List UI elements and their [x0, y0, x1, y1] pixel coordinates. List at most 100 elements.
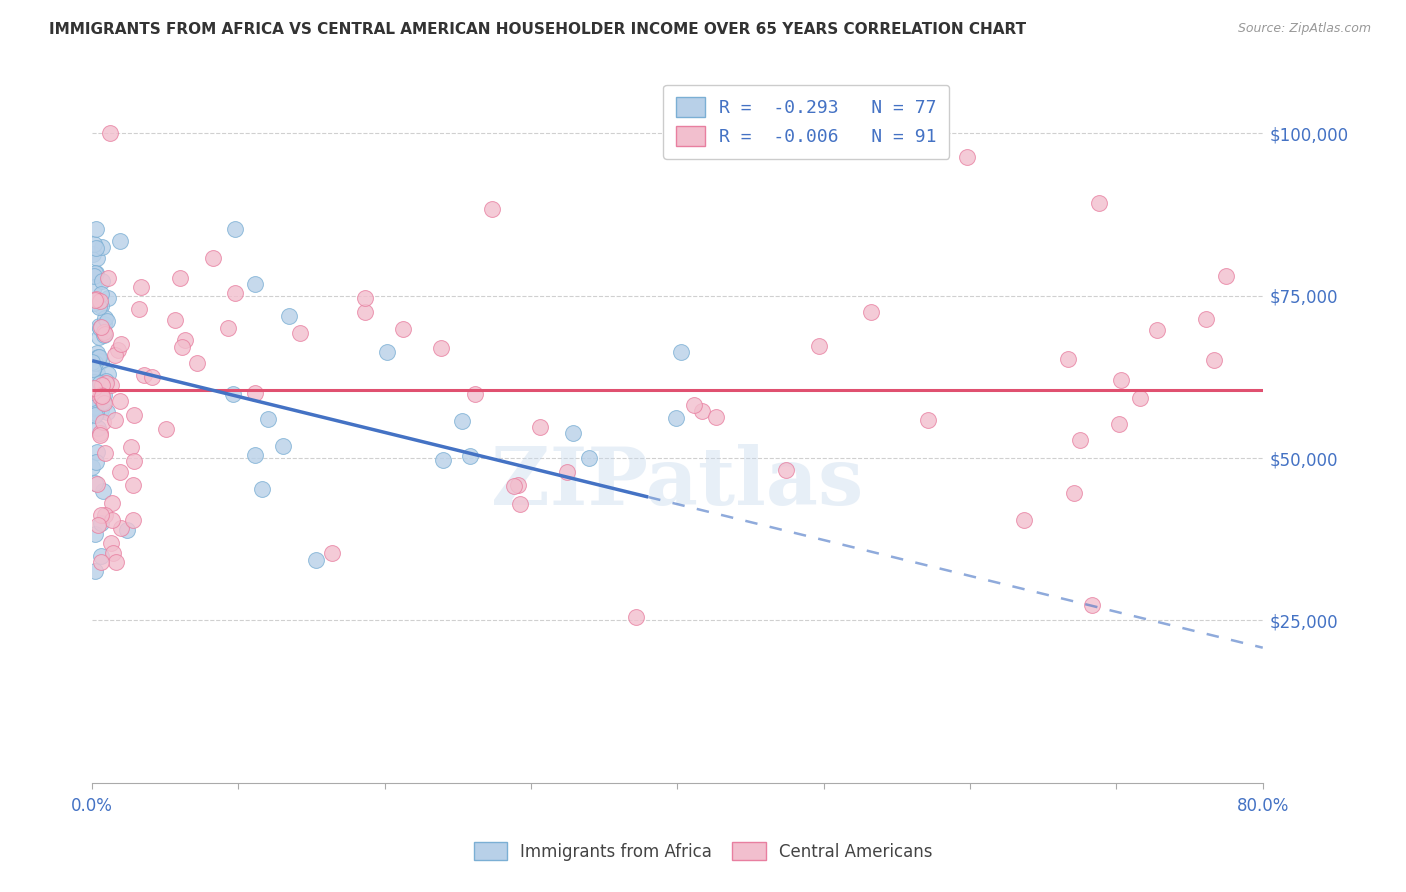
Legend: R =  -0.293   N = 77, R =  -0.006   N = 91: R = -0.293 N = 77, R = -0.006 N = 91 — [664, 85, 949, 159]
Point — [243, 386, 266, 401]
Point — [432, 452, 454, 467]
Point — [278, 309, 301, 323]
Point — [82, 401, 104, 415]
Point — [93, 327, 115, 342]
Point — [224, 285, 246, 300]
Point — [91, 415, 114, 429]
Point — [94, 374, 117, 388]
Point — [683, 398, 706, 412]
Point — [90, 389, 112, 403]
Point — [86, 251, 108, 265]
Point — [217, 320, 239, 334]
Point — [245, 277, 267, 291]
Point — [90, 555, 112, 569]
Point — [93, 328, 115, 343]
Point — [392, 321, 415, 335]
Point — [97, 291, 120, 305]
Point — [1056, 352, 1078, 367]
Point — [464, 386, 486, 401]
Point — [86, 222, 108, 236]
Point — [84, 401, 107, 415]
Point — [243, 448, 266, 462]
Point — [1063, 485, 1085, 500]
Point — [82, 355, 104, 369]
Point — [120, 440, 142, 454]
Point — [86, 476, 108, 491]
Point — [305, 552, 328, 566]
Point — [502, 479, 524, 493]
Point — [87, 301, 110, 315]
Point — [97, 368, 120, 382]
Point — [82, 366, 104, 380]
Point — [91, 378, 114, 392]
Point — [121, 478, 143, 492]
Text: Source: ZipAtlas.com: Source: ZipAtlas.com — [1237, 22, 1371, 36]
Point — [224, 221, 246, 235]
Point — [1069, 433, 1091, 447]
Point — [704, 409, 727, 424]
Point — [82, 362, 104, 376]
Point — [84, 564, 107, 578]
Point — [354, 291, 377, 305]
Point — [84, 266, 107, 280]
Point — [1109, 373, 1132, 387]
Point — [89, 428, 111, 442]
Point — [101, 546, 124, 560]
Point — [110, 336, 132, 351]
Point — [108, 234, 131, 248]
Point — [86, 445, 108, 459]
Point — [82, 247, 104, 261]
Point — [87, 350, 110, 364]
Point — [353, 305, 375, 319]
Point — [104, 348, 127, 362]
Point — [84, 292, 107, 306]
Point — [221, 387, 243, 401]
Point — [93, 317, 115, 331]
Point — [430, 341, 453, 355]
Point — [90, 516, 112, 531]
Point — [321, 546, 343, 560]
Point — [451, 414, 474, 428]
Point — [562, 426, 585, 441]
Point — [91, 395, 114, 409]
Point — [90, 549, 112, 563]
Point — [132, 368, 155, 383]
Point — [91, 240, 114, 254]
Point — [96, 405, 118, 419]
Point — [89, 376, 111, 390]
Point — [122, 513, 145, 527]
Point — [115, 523, 138, 537]
Point — [273, 439, 295, 453]
Point — [458, 449, 481, 463]
Point — [82, 460, 104, 475]
Point — [101, 496, 124, 510]
Point — [163, 312, 186, 326]
Point — [83, 268, 105, 283]
Point — [169, 270, 191, 285]
Point — [84, 527, 107, 541]
Point — [775, 463, 797, 477]
Point — [83, 356, 105, 370]
Point — [1129, 391, 1152, 405]
Point — [624, 610, 647, 624]
Point — [1012, 512, 1035, 526]
Point — [122, 408, 145, 422]
Point — [1087, 196, 1109, 211]
Point — [105, 555, 128, 569]
Point — [93, 325, 115, 339]
Point — [82, 396, 104, 410]
Point — [110, 521, 132, 535]
Point — [89, 390, 111, 404]
Point — [84, 408, 107, 422]
Point — [83, 296, 105, 310]
Point — [89, 426, 111, 441]
Point — [100, 536, 122, 550]
Point — [83, 280, 105, 294]
Point — [508, 478, 530, 492]
Point — [665, 411, 688, 425]
Point — [692, 404, 714, 418]
Point — [84, 476, 107, 491]
Point — [97, 271, 120, 285]
Point — [288, 326, 311, 340]
Point — [83, 375, 105, 389]
